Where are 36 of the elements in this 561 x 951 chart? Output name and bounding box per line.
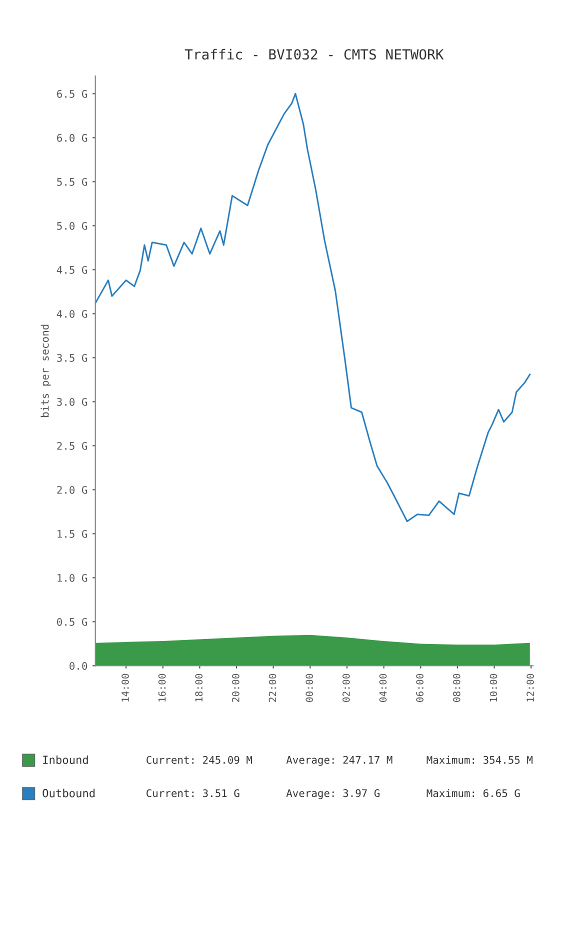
x-tick-label: 08:00 — [452, 674, 460, 702]
x-tick-label: 00:00 — [306, 674, 314, 702]
y-tick-label: 3.5 G — [57, 354, 88, 362]
x-tick-label: 10:00 — [490, 674, 498, 702]
x-tick-label: 12:00 — [526, 674, 534, 702]
y-tick-label: 6.0 G — [57, 134, 88, 142]
y-tick-label: 4.0 G — [56, 310, 88, 318]
x-tick-label: 02:00 — [342, 674, 350, 702]
y-tick-label: 0.0 — [70, 662, 88, 670]
y-tick-label: 1.0 G — [58, 574, 88, 582]
text: Average: 247.17 M — [286, 756, 392, 766]
y-tick-label: 5.5 G — [57, 178, 88, 186]
y-axis-title: bits per second — [40, 324, 51, 417]
y-tick-label: 2.0 G — [57, 486, 88, 494]
text: Average: 3.97 G — [286, 789, 380, 800]
text: Maximum: 354.55 M — [426, 756, 533, 764]
chart-title: Traffic - BVI032 - CMTS NETWORK — [184, 48, 444, 60]
x-tick-label: 16:00 — [158, 674, 166, 702]
legend-label: Outbound — [42, 788, 95, 798]
x-tick-label: 04:00 — [379, 674, 387, 702]
y-tick-label: 4.5 G — [56, 266, 88, 274]
y-tick-label: 5.0 G — [57, 222, 88, 230]
x-tick-label: 18:00 — [195, 674, 203, 702]
x-tick-label: 06:00 — [416, 674, 424, 702]
y-tick-label: 6.5 G — [57, 90, 88, 98]
text: Current: 3.51 G — [146, 789, 240, 798]
x-tick-label: 22:00 — [268, 674, 276, 702]
y-tick-label: 3.0 G — [57, 398, 88, 406]
y-tick-label: 1.5 G — [58, 530, 88, 538]
text: Current: 245.09 M — [146, 756, 252, 764]
y-tick-label: 2.5 G — [57, 442, 88, 450]
legend-label: Inbound — [43, 755, 88, 764]
text: Maximum: 6.65 G — [426, 789, 520, 798]
y-tick-label: 0.5 G — [57, 618, 88, 626]
x-tick-label: 14:00 — [122, 674, 129, 702]
x-tick-label: 20:00 — [232, 674, 240, 702]
